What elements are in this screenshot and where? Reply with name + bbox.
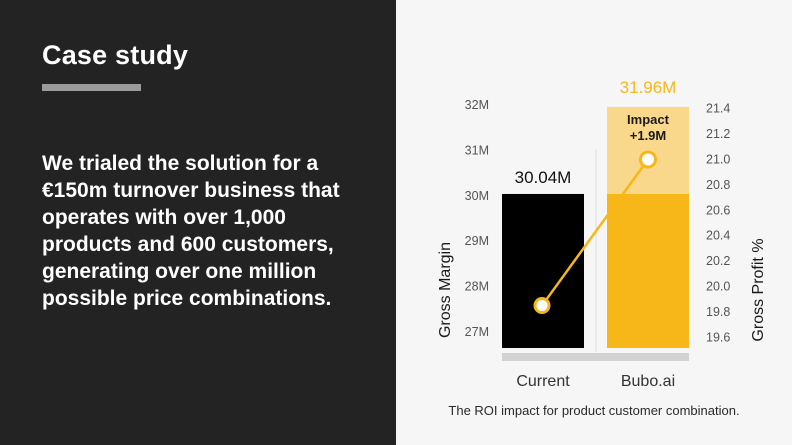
y-tick-label: 30M <box>465 189 489 203</box>
y-tick-label: 28M <box>465 280 489 294</box>
y2-tick-label: 19.6 <box>706 330 730 344</box>
y2-tick-label: 20.2 <box>706 254 730 268</box>
gross-profit-point-bubo <box>639 150 657 169</box>
y2-tick-label: 21.0 <box>706 153 730 167</box>
y2-tick-label: 20.0 <box>706 280 730 294</box>
y-axis-title: Gross Margin <box>437 242 454 338</box>
y2-tick-label: 21.4 <box>706 102 730 116</box>
x-tick-label: Current <box>516 373 570 390</box>
title-underline <box>42 84 141 91</box>
impact-value-label: +1.9M <box>630 128 667 143</box>
case-study-panel: Case study We trialed the solution for a… <box>0 0 396 445</box>
y2-tick-label: 20.4 <box>706 229 730 243</box>
data-label-current: 30.04M <box>515 168 572 187</box>
chart-baseline <box>502 353 689 361</box>
chart-caption: The ROI impact for product customer comb… <box>448 403 740 418</box>
y-tick-label: 27M <box>465 325 489 339</box>
y2-axis-title: Gross Profit % <box>750 238 767 341</box>
y2-tick-label: 20.8 <box>706 178 730 192</box>
y-tick-label: 29M <box>465 234 489 248</box>
case-study-body: We trialed the solution for a €150m turn… <box>42 152 340 310</box>
gross-profit-line <box>540 158 650 307</box>
bar-current <box>502 193 584 348</box>
bar-bubo <box>607 193 689 348</box>
y-tick-label: 32M <box>465 98 489 112</box>
case-study-title: Case study <box>42 40 189 70</box>
y2-tick-label: 19.8 <box>706 305 730 319</box>
x-tick-label: Bubo.ai <box>621 373 675 390</box>
y2-tick-label: 20.6 <box>706 203 730 217</box>
chart-panel <box>396 0 792 445</box>
bar-bubo-impact <box>607 106 689 194</box>
gross-profit-point-current <box>533 297 551 315</box>
data-label-bubo: 31.96M <box>620 78 677 97</box>
y-tick-label: 31M <box>465 143 489 157</box>
y2-tick-label: 21.2 <box>706 127 730 141</box>
impact-label: Impact <box>627 112 670 127</box>
